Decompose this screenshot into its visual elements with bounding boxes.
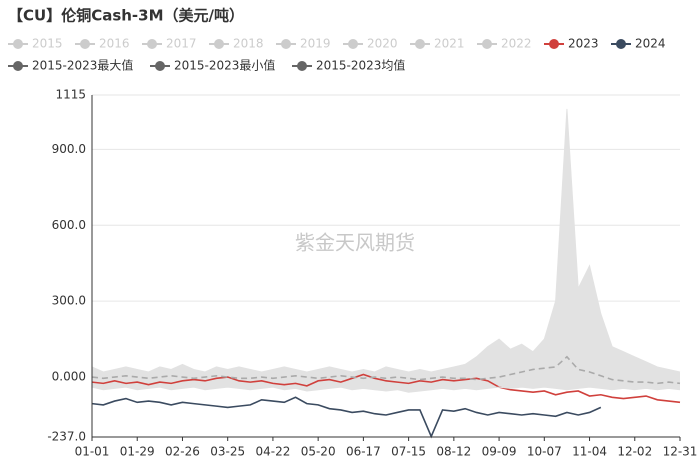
x-tick-label: 09-09: [482, 445, 517, 459]
y-tick-label: 1115: [55, 88, 86, 102]
legend-label[interactable]: 2023: [568, 37, 599, 51]
y-tick-label: -237.0: [47, 430, 86, 444]
legend-icon: [297, 61, 307, 71]
x-tick-label: 01-01: [75, 445, 110, 459]
legend-icon: [549, 39, 559, 49]
legend-label[interactable]: 2022: [501, 37, 532, 51]
legend-label[interactable]: 2018: [233, 37, 264, 51]
watermark: 紫金天风期货: [295, 231, 415, 255]
series-line: [91, 355, 681, 385]
series-line: [91, 373, 681, 404]
legend-label[interactable]: 2024: [635, 37, 666, 51]
x-tick-label: 05-20: [301, 445, 336, 459]
x-tick-label: 08-12: [436, 445, 471, 459]
legend-icon: [415, 39, 425, 49]
x-tick-label: 06-17: [346, 445, 381, 459]
legend-icon: [155, 61, 165, 71]
legend-label[interactable]: 2015-2023最大值: [32, 58, 133, 73]
series-line: [91, 396, 602, 439]
x-tick-label: 12-31: [663, 445, 698, 459]
band-edge: [91, 386, 681, 393]
legend-icon: [147, 39, 157, 49]
legend-label[interactable]: 2016: [99, 37, 130, 51]
band-edge: [91, 108, 681, 373]
x-tick-label: 01-29: [120, 445, 155, 459]
chart-title: 【CU】伦铜Cash-3M（美元/吨）: [8, 7, 244, 25]
y-tick-label: 300.0: [52, 294, 86, 308]
legend-icon: [616, 39, 626, 49]
x-tick-label: 10-07: [527, 445, 562, 459]
x-tick-label: 04-22: [255, 445, 290, 459]
legend-label[interactable]: 2015: [32, 37, 63, 51]
legend-icon: [281, 39, 291, 49]
y-tick-label: 600.0: [52, 218, 86, 232]
legend-icon: [482, 39, 492, 49]
x-tick-label: 12-02: [617, 445, 652, 459]
legend-label[interactable]: 2015-2023最小值: [174, 58, 275, 73]
legend-label[interactable]: 2015-2023均值: [316, 58, 405, 73]
band-fill: [92, 108, 680, 393]
legend-label[interactable]: 2019: [300, 37, 331, 51]
legend-label[interactable]: 2021: [434, 37, 465, 51]
legend-icon: [13, 39, 23, 49]
legend-icon: [214, 39, 224, 49]
legend-icon: [348, 39, 358, 49]
y-tick-label: 0.000: [52, 370, 86, 384]
x-tick-label: 02-26: [165, 445, 200, 459]
x-tick-label: 07-15: [391, 445, 426, 459]
x-tick-label: 03-25: [210, 445, 245, 459]
legend-icon: [13, 61, 23, 71]
y-tick-label: 900.0: [52, 142, 86, 156]
legend-icon: [80, 39, 90, 49]
legend-label[interactable]: 2020: [367, 37, 398, 51]
x-tick-label: 11-04: [572, 445, 607, 459]
legend-label[interactable]: 2017: [166, 37, 197, 51]
